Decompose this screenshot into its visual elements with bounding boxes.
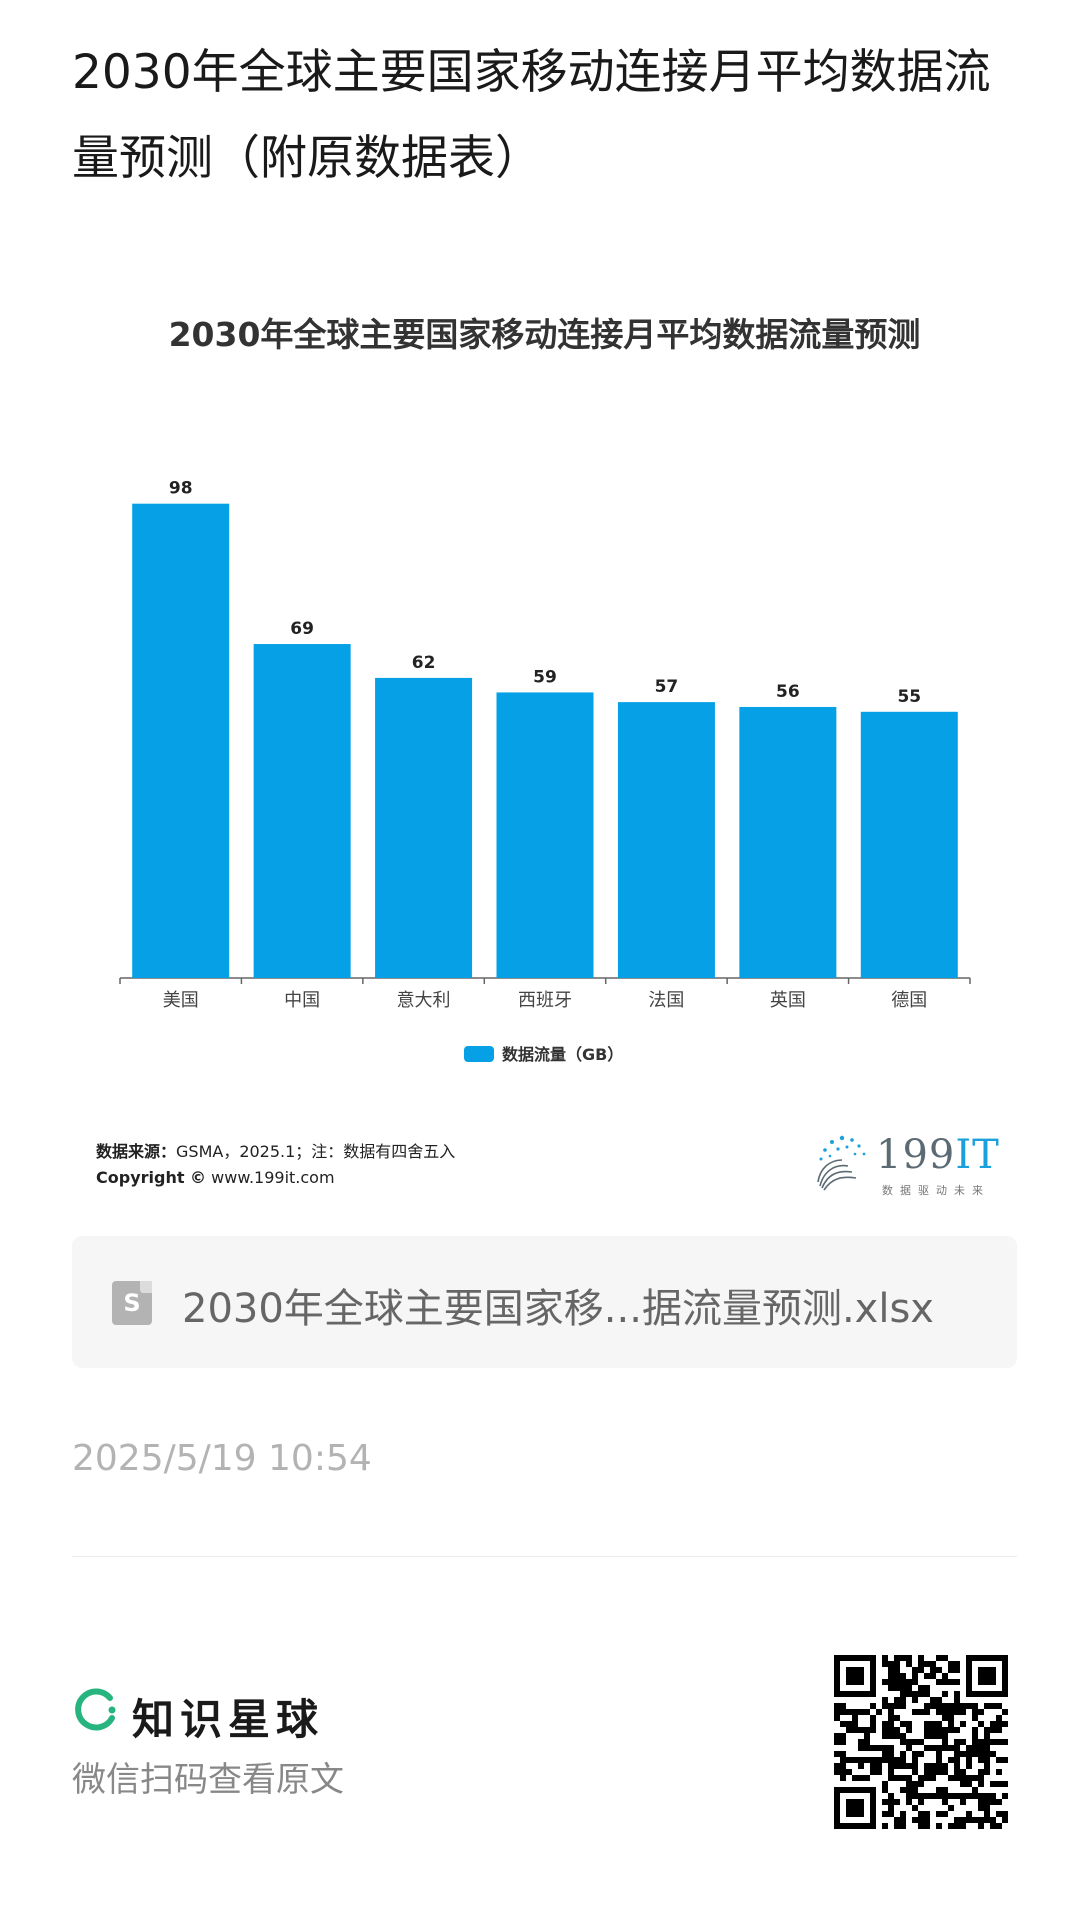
bar-4: [617, 702, 715, 978]
bar-2: [375, 677, 473, 978]
copyright-label: Copyright ©: [96, 1168, 207, 1187]
logo-wordmark: 199IT: [876, 1132, 1000, 1178]
data-label: 55: [897, 687, 921, 707]
x-tick-label: 西班牙: [518, 990, 572, 1011]
source-label: 数据来源：: [96, 1142, 177, 1161]
bar-5: [739, 706, 837, 978]
spreadsheet-file-icon: S: [112, 1281, 152, 1325]
199it-logo: 199IT 数据驱动未来: [812, 1130, 1002, 1200]
planet-ring-icon: [75, 1688, 116, 1731]
data-label: 69: [290, 619, 314, 639]
bar-0: [132, 503, 230, 978]
data-label: 57: [655, 677, 679, 697]
qr-code-icon: [834, 1655, 1008, 1829]
data-label: 62: [412, 653, 436, 673]
divider: [72, 1556, 1017, 1557]
data-label: 59: [533, 667, 557, 687]
brand-name: 知识星球: [132, 1695, 325, 1744]
x-tick-label: 美国: [163, 990, 199, 1011]
source-text: GSMA，2025.1；注：数据有四舍五入: [176, 1142, 456, 1161]
legend-label: 数据流量（GB）: [502, 1045, 623, 1064]
attachment-file-name[interactable]: 2030年全球主要国家移...据流量预测.xlsx: [182, 1286, 934, 1332]
data-label: 56: [776, 682, 800, 702]
data-source: 数据来源：GSMA，2025.1；注：数据有四舍五入: [96, 1138, 455, 1162]
bar-3: [496, 692, 594, 978]
data-label: 98: [169, 479, 193, 499]
attachment-card[interactable]: S 2030年全球主要国家移...据流量预测.xlsx: [72, 1236, 1017, 1368]
logo-tagline: 数据驱动未来: [882, 1184, 990, 1197]
bar-1: [253, 644, 351, 978]
x-tick-label: 意大利: [397, 990, 451, 1011]
x-tick-label: 德国: [891, 990, 927, 1011]
post-title: 2030年全球主要国家移动连接月平均数据流量预测（附原数据表）: [72, 45, 991, 186]
copyright-url[interactable]: www.199it.com: [211, 1168, 335, 1187]
scan-tip: 微信扫码查看原文: [72, 1760, 344, 1800]
x-tick-label: 法国: [648, 990, 684, 1011]
copyright: Copyright © www.199it.com: [96, 1168, 335, 1187]
chart-footer: 数据来源：GSMA，2025.1；注：数据有四舍五入 Copyright © w…: [96, 1132, 999, 1208]
post-timestamp: 2025/5/19 10:54: [72, 1438, 372, 1479]
chart-title: 2030年全球主要国家移动连接月平均数据流量预测: [168, 315, 921, 354]
dandelion-logo-icon: [817, 1135, 866, 1191]
legend-swatch: [464, 1046, 494, 1062]
x-tick-label: 英国: [770, 990, 806, 1011]
bar-6: [860, 711, 958, 978]
x-tick-label: 中国: [284, 990, 320, 1011]
chart-card: 2030年全球主要国家移动连接月平均数据流量预测 98 美国 69 中国 62 意大利 59…: [72, 290, 1017, 1210]
